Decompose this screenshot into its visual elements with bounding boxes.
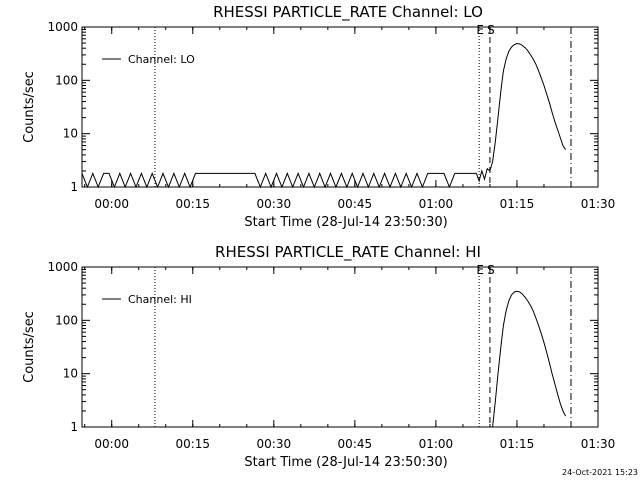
lo-marker-label: S: [487, 23, 495, 37]
lo-x-tick-label: 01:30: [581, 197, 616, 211]
hi-x-tick-label: 00:45: [338, 437, 373, 451]
hi-series-line: [492, 290, 567, 428]
lo-series-line: [81, 42, 567, 189]
hi-x-tick-label: 01:15: [500, 437, 535, 451]
hi-x-tick-label: 00:15: [175, 437, 210, 451]
lo-plot-title: RHESSI PARTICLE_RATE Channel: LO: [213, 3, 483, 22]
hi-y-tick-label: 10: [63, 367, 78, 381]
hi-plot-area: 00:00 00:15 00:30 00:45 01:00 01:15 01:30 1 10 10…: [47, 260, 615, 451]
hi-plot-frame: [81, 266, 599, 428]
lo-x-tick-label: 00:45: [338, 197, 373, 211]
lo-y-axis-label: Counts/sec: [22, 71, 37, 143]
hi-channel-plot: RHESSI PARTICLE_RATE Channel: HI Counts/…: [22, 243, 615, 470]
lo-x-tick-label: 01:15: [500, 197, 535, 211]
hi-x-tick-label: 00:30: [257, 437, 292, 451]
hi-y-tick-label: 1: [70, 420, 78, 434]
lo-x-tick-label: 00:30: [257, 197, 292, 211]
hi-y-axis-label: Counts/sec: [22, 311, 37, 383]
lo-channel-plot: RHESSI PARTICLE_RATE Channel: LO Counts/…: [22, 3, 615, 230]
lo-x-tick-label: 00:00: [94, 197, 129, 211]
lo-marker-label: E: [476, 23, 484, 37]
lo-plot-frame: [81, 26, 599, 188]
hi-x-tick-label: 00:00: [94, 437, 129, 451]
footer-timestamp: 24-Oct-2021 15:23: [562, 468, 638, 477]
hi-legend-label: Channel: HI: [128, 293, 192, 306]
hi-marker-label: E: [476, 263, 484, 277]
lo-legend: Channel: LO: [102, 53, 195, 66]
lo-plot-area: 00:00 00:15 00:30 00:45 01:00 01:15 01:30 1 10 10…: [47, 20, 615, 211]
hi-plot-title: RHESSI PARTICLE_RATE Channel: HI: [215, 243, 481, 262]
hi-x-tick-label: 01:30: [581, 437, 616, 451]
hi-legend: Channel: HI: [102, 293, 192, 306]
lo-legend-label: Channel: LO: [128, 53, 195, 66]
lo-x-axis-label: Start Time (28-Jul-14 23:50:30): [244, 215, 447, 230]
hi-x-axis-label: Start Time (28-Jul-14 23:50:30): [244, 455, 447, 470]
lo-y-tick-label: 1000: [47, 20, 78, 34]
lo-y-tick-label: 10: [63, 127, 78, 141]
hi-marker-label: S: [487, 263, 495, 277]
lo-x-tick-label: 00:15: [175, 197, 210, 211]
hi-x-tick-label: 01:00: [419, 437, 454, 451]
hi-y-tick-label: 100: [55, 313, 78, 327]
lo-y-tick-label: 100: [55, 73, 78, 87]
hi-y-tick-label: 1000: [47, 260, 78, 274]
lo-x-tick-label: 01:00: [419, 197, 454, 211]
lo-y-tick-label: 1: [70, 180, 78, 194]
